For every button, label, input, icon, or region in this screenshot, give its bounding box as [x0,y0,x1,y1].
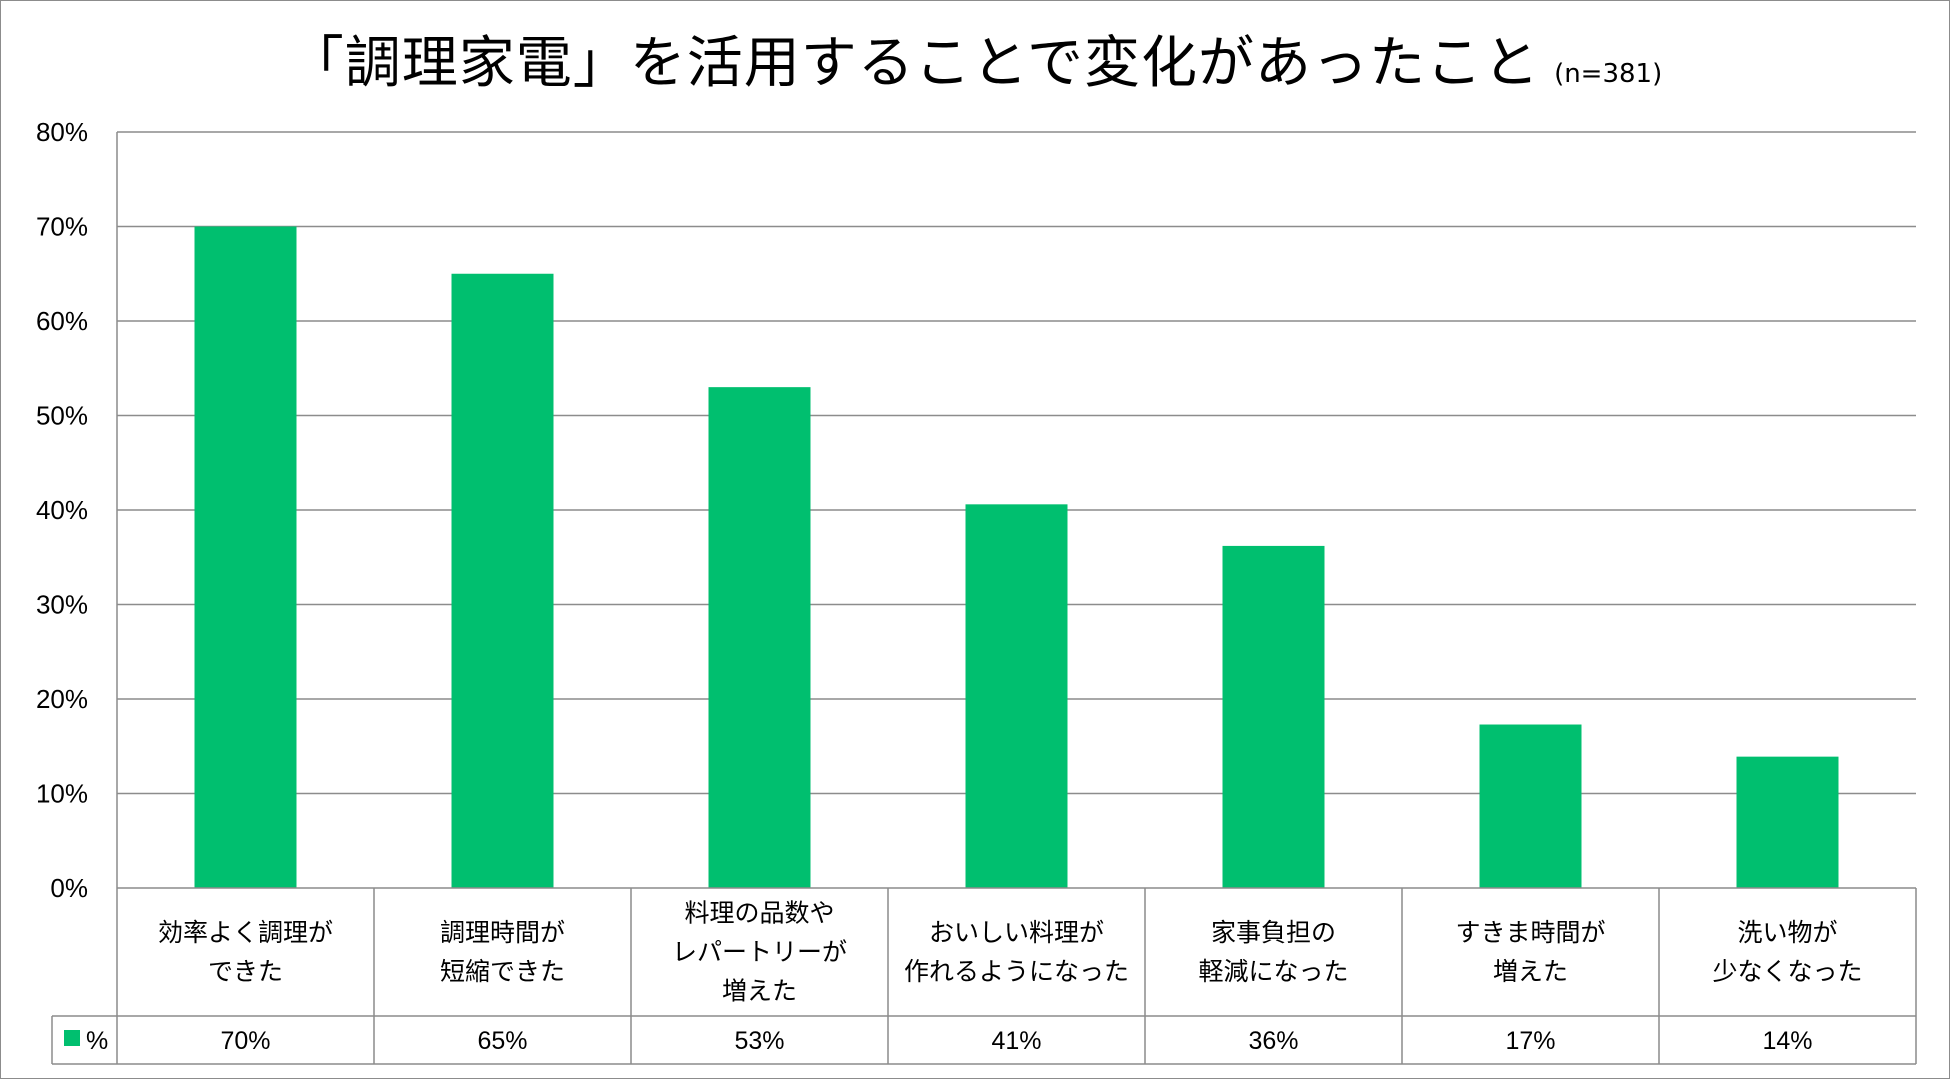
category-label: おいしい料理が作れるようになった [904,918,1129,986]
y-tick-label: 0% [50,873,88,903]
y-tick-label: 40% [36,495,88,525]
category-label: 洗い物が少なくなった [1712,918,1862,986]
bar [194,226,297,888]
y-tick-label: 50% [36,401,88,431]
bar [965,504,1068,888]
data-value-label: 41% [991,1027,1041,1055]
y-tick-label: 70% [36,212,88,242]
bar [1736,756,1839,888]
bar [1222,545,1325,888]
data-value-label: 70% [220,1027,270,1055]
chart-title: 「調理家電」を活用することで変化があったこと [287,31,1541,96]
y-tick-label: 60% [36,306,88,336]
bar [451,273,554,888]
data-value-label: 53% [734,1027,784,1055]
bar [708,387,811,888]
data-value-label: 36% [1248,1027,1298,1055]
y-tick-label: 10% [36,779,88,809]
y-tick-label: 20% [36,684,88,714]
category-label: 調理時間が短縮できた [440,918,565,986]
bar [1479,724,1582,888]
category-label: すきま時間が増えた [1455,918,1605,986]
data-value-label: 17% [1505,1027,1555,1055]
data-value-label: 65% [477,1027,527,1055]
category-label: 効率よく調理ができた [158,918,333,986]
category-label: 家事負担の軽減になった [1198,918,1348,986]
data-value-label: 14% [1762,1027,1812,1055]
category-label: 料理の品数やレパートリーが増えた [672,899,847,1006]
chart-subtitle: (n=381) [1554,59,1663,89]
legend-swatch [64,1030,80,1046]
y-tick-label: 30% [36,590,88,620]
y-tick-label: 80% [36,117,88,147]
legend-label: % [86,1027,108,1055]
chart-title-row: 「調理家電」を活用することで変化があったこと (n=381) [0,18,1950,99]
